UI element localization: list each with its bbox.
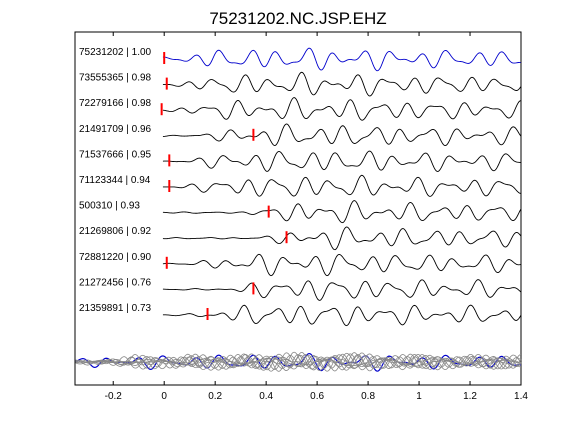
trace-label: 21272456 | 0.76 bbox=[79, 277, 152, 288]
trace-label: 500310 | 0.93 bbox=[79, 201, 140, 212]
trace-line bbox=[162, 150, 521, 172]
plot-area-frame bbox=[74, 31, 522, 386]
x-tick-label: 0 bbox=[161, 391, 167, 402]
x-tick-label: 1.4 bbox=[514, 391, 528, 402]
x-tick-label: 0.4 bbox=[259, 391, 273, 402]
trace-label: 71537666 | 0.95 bbox=[79, 149, 152, 160]
x-tick-label: 1 bbox=[416, 391, 422, 402]
trace-line bbox=[162, 97, 521, 121]
x-tick-label: 0.2 bbox=[208, 391, 222, 402]
x-tick-label: -0.2 bbox=[105, 391, 123, 402]
x-tick-label: 1.2 bbox=[463, 391, 477, 402]
trace-label: 73555365 | 0.98 bbox=[79, 73, 152, 84]
trace-line bbox=[162, 279, 522, 301]
trace-line bbox=[162, 200, 522, 224]
x-tick-label: 0.6 bbox=[310, 391, 324, 402]
trace-label: 71123344 | 0.94 bbox=[79, 175, 151, 186]
x-axis-ticks: -0.2 0 0.2 0.4 0.6 0.8 1 1.2 1.4 bbox=[105, 32, 528, 402]
x-tick-label: 0.8 bbox=[361, 391, 375, 402]
trace-label: 72881220 | 0.90 bbox=[79, 252, 152, 263]
chart-title: 75231202.NC.JSP.EHZ bbox=[209, 9, 386, 28]
traces-layer: 75231202 | 1.00 73555365 | 0.98 72279166 |… bbox=[79, 47, 522, 327]
stack-layer bbox=[75, 351, 522, 372]
stack-trace-line bbox=[75, 353, 522, 371]
trace-label: 21491709 | 0.96 bbox=[79, 124, 152, 135]
trace-line bbox=[162, 71, 522, 97]
stack-trace-line bbox=[75, 352, 522, 372]
trace-label: 21269806 | 0.92 bbox=[79, 226, 152, 237]
trace-line bbox=[162, 304, 522, 327]
stack-trace-line bbox=[75, 352, 522, 372]
trace-line bbox=[162, 253, 521, 277]
trace-label: 75231202 | 1.00 bbox=[79, 47, 152, 58]
trace-line bbox=[162, 226, 522, 251]
trace-line bbox=[162, 47, 521, 72]
trace-line bbox=[162, 123, 522, 147]
trace-label: 21359891 | 0.73 bbox=[79, 303, 152, 314]
trace-label: 72279166 | 0.98 bbox=[79, 98, 152, 109]
stack-trace-line bbox=[75, 354, 522, 372]
trace-line bbox=[162, 174, 521, 197]
